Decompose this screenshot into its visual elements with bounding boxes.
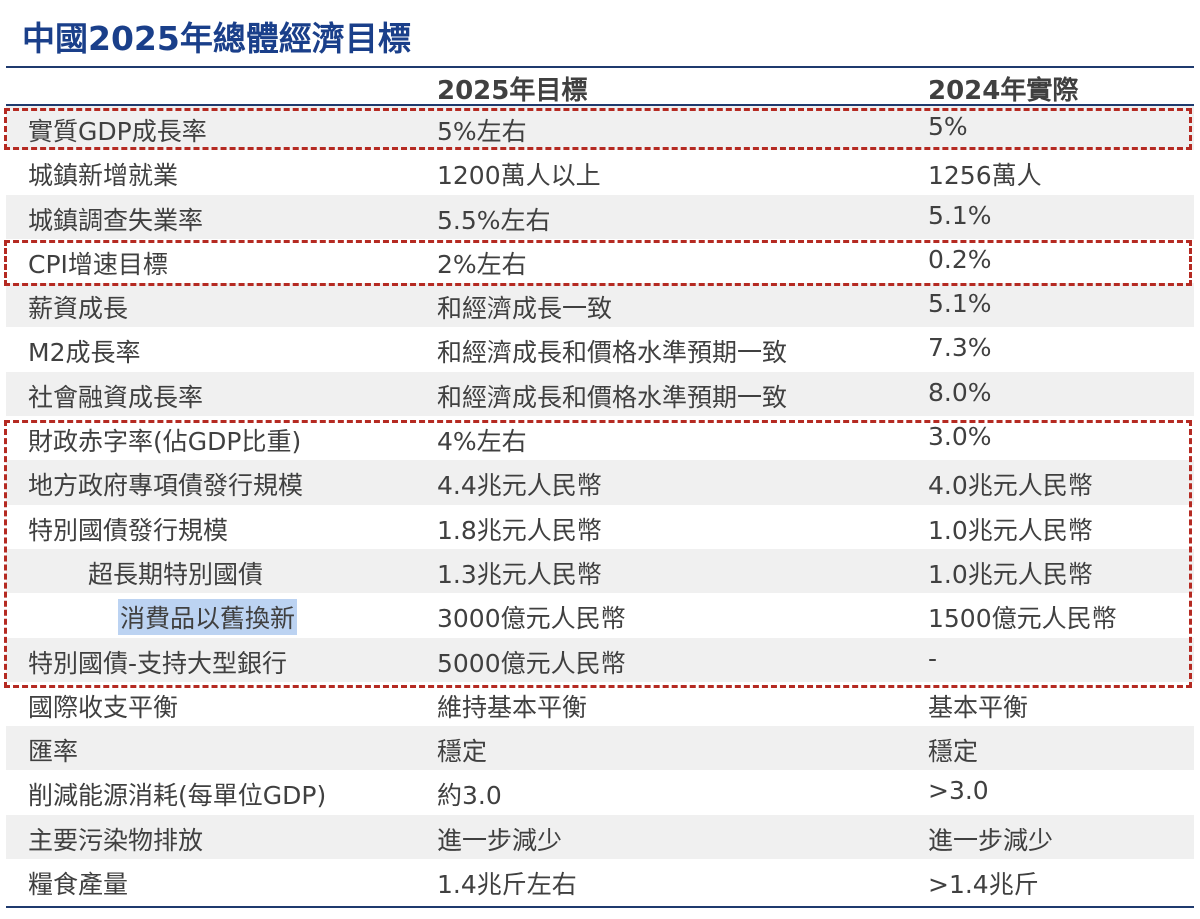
row-target: 2%左右 <box>437 249 527 279</box>
column-header-2024-actual: 2024年實際 <box>928 76 1079 106</box>
row-target: 1.3兆元人民幣 <box>437 559 602 589</box>
table-row: 地方政府專項債發行規模 4.4兆元人民幣 4.0兆元人民幣 <box>6 460 1194 505</box>
row-item: 城鎮調查失業率 <box>28 205 204 235</box>
row-item: 消費品以舊換新 <box>118 599 298 636</box>
row-item: 城鎮新增就業 <box>28 161 179 191</box>
row-actual: 1.0兆元人民幣 <box>928 515 1093 545</box>
row-target: 1.8兆元人民幣 <box>437 515 602 545</box>
row-actual: 3.0% <box>928 422 992 452</box>
table-row: 糧食產量 1.4兆斤左右 >1.4兆斤 <box>6 859 1194 903</box>
row-item: 地方政府專項債發行規模 <box>28 471 304 501</box>
table-row: 匯率 穩定 穩定 <box>6 726 1194 771</box>
table-row: 削減能源消耗(每單位GDP) 約3.0 >3.0 <box>6 770 1194 814</box>
row-actual: 0.2% <box>928 244 992 274</box>
row-actual: 穩定 <box>928 737 979 767</box>
row-target: 4.4兆元人民幣 <box>437 471 602 501</box>
row-item: 匯率 <box>28 737 79 767</box>
header-rule <box>6 104 1194 106</box>
row-actual: 1256萬人 <box>928 161 1042 191</box>
row-actual: 8.0% <box>928 377 992 407</box>
table-row: 超長期特別國債 1.3兆元人民幣 1.0兆元人民幣 <box>6 548 1194 594</box>
table-row: 特別國債發行規模 1.8兆元人民幣 1.0兆元人民幣 <box>6 505 1194 549</box>
row-item: 實質GDP成長率 <box>28 117 207 146</box>
table-row: 城鎮調查失業率 5.5%左右 5.1% <box>6 194 1194 239</box>
row-target: 進一步減少 <box>437 825 563 855</box>
row-item: 特別國債發行規模 <box>28 515 229 545</box>
column-header-2025-target: 2025年目標 <box>437 76 588 106</box>
row-actual: 進一步減少 <box>928 825 1054 855</box>
row-target: 4%左右 <box>437 427 527 457</box>
table-row: 特別國債-支持大型銀行 5000億元人民幣 - <box>6 637 1194 682</box>
row-actual: 5.1% <box>928 289 992 319</box>
table-body: 實質GDP成長率 5%左右 5% 城鎮新增就業 1200萬人以上 1256萬人 城鎮調查失業… <box>6 106 1194 903</box>
table-row: 社會融資成長率 和經濟成長和價格水準預期一致 8.0% <box>6 371 1194 417</box>
row-item: 薪資成長 <box>28 294 129 324</box>
highlight-box-fiscal <box>4 420 1192 688</box>
row-actual: 5.1% <box>928 200 992 230</box>
highlight-box-gdp <box>4 108 1192 150</box>
table-row: 實質GDP成長率 5%左右 5% <box>6 106 1194 151</box>
table-row: 財政赤字率(佔GDP比重) 4%左右 3.0% <box>6 416 1194 460</box>
row-item: 削減能源消耗(每單位GDP) <box>28 781 327 811</box>
row-actual: 4.0兆元人民幣 <box>928 471 1093 501</box>
row-actual: - <box>928 643 938 673</box>
table-row: 消費品以舊換新 3000億元人民幣 1500億元人民幣 <box>6 593 1194 637</box>
table-row: 主要污染物排放 進一步減少 進一步減少 <box>6 814 1194 860</box>
row-item: CPI增速目標 <box>28 249 168 279</box>
row-target: 和經濟成長一致 <box>437 294 613 324</box>
row-actual: 1.0兆元人民幣 <box>928 559 1093 589</box>
table-row: 薪資成長 和經濟成長一致 5.1% <box>6 283 1194 328</box>
table-header: 2025年目標 2024年實際 <box>6 68 1194 106</box>
bottom-rule <box>6 906 1194 908</box>
row-target: 1.4兆斤左右 <box>437 870 577 900</box>
page-title: 中國2025年總體經濟目標 <box>22 19 411 58</box>
row-target: 1200萬人以上 <box>437 161 601 191</box>
table-row: 國際收支平衡 維持基本平衡 基本平衡 <box>6 682 1194 726</box>
row-target: 3000億元人民幣 <box>437 604 626 634</box>
highlight-box-cpi <box>4 240 1192 286</box>
table-row: CPI增速目標 2%左右 0.2% <box>6 239 1194 283</box>
row-target: 5.5%左右 <box>437 205 551 235</box>
row-item: 糧食產量 <box>28 870 129 900</box>
row-item: 財政赤字率(佔GDP比重) <box>28 427 302 457</box>
row-target: 維持基本平衡 <box>437 692 588 722</box>
row-actual: 基本平衡 <box>928 692 1029 722</box>
row-item: M2成長率 <box>28 338 141 368</box>
row-target: 穩定 <box>437 737 488 767</box>
table-row: M2成長率 和經濟成長和價格水準預期一致 7.3% <box>6 327 1194 371</box>
table-row: 城鎮新增就業 1200萬人以上 1256萬人 <box>6 150 1194 194</box>
row-item: 特別國債-支持大型銀行 <box>28 648 288 678</box>
row-item: 主要污染物排放 <box>28 825 204 855</box>
row-item: 超長期特別國債 <box>88 559 264 589</box>
row-actual: 7.3% <box>928 333 992 363</box>
top-rule <box>6 66 1194 68</box>
row-target: 和經濟成長和價格水準預期一致 <box>437 382 788 412</box>
row-actual: >3.0 <box>928 776 989 806</box>
row-actual: >1.4兆斤 <box>928 870 1039 900</box>
row-target: 5000億元人民幣 <box>437 648 626 678</box>
row-item: 社會融資成長率 <box>28 382 204 412</box>
row-target: 5%左右 <box>437 117 527 146</box>
row-target: 和經濟成長和價格水準預期一致 <box>437 338 788 368</box>
row-actual: 5% <box>928 112 968 141</box>
row-actual: 1500億元人民幣 <box>928 604 1117 634</box>
row-target: 約3.0 <box>437 781 502 811</box>
row-item: 國際收支平衡 <box>28 692 179 722</box>
